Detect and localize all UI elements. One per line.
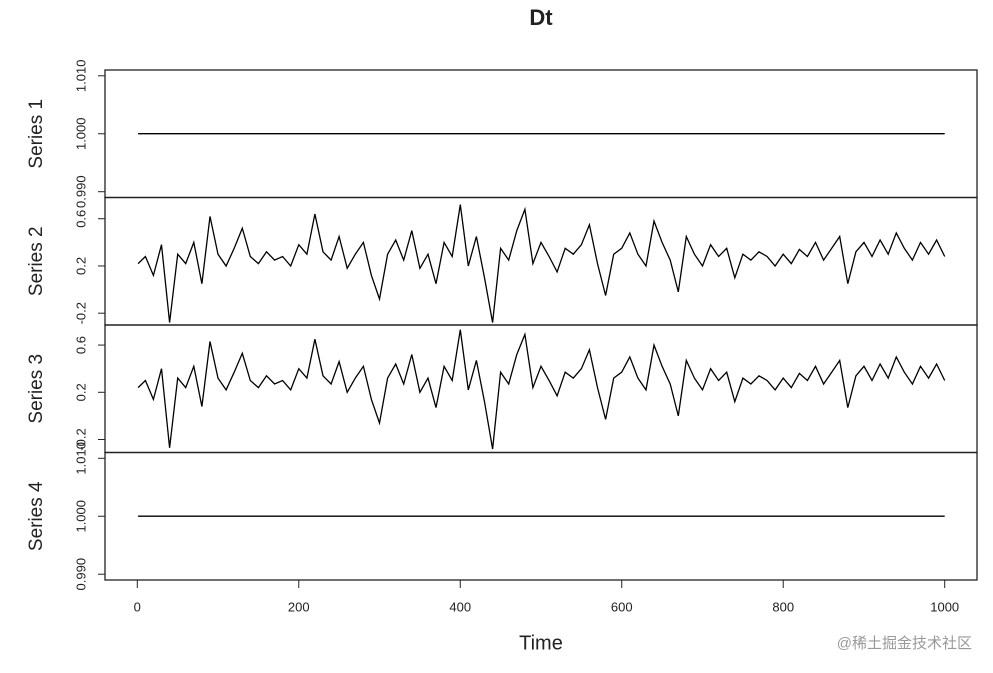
panel-frame	[104, 196, 978, 326]
y-axis-label: Series 4	[26, 481, 47, 551]
y-tick-label: 1.000	[73, 500, 88, 533]
y-axis-label: Series 2	[26, 226, 47, 296]
y-tick-label: -0.2	[73, 302, 88, 324]
y-tick-label: -0.2	[73, 428, 88, 450]
x-tick-label: 400	[449, 599, 471, 614]
y-tick-label: 0.990	[73, 558, 88, 591]
panel-frame	[104, 324, 978, 454]
y-tick-label: 0.6	[73, 210, 88, 228]
y-tick-label: 1.010	[73, 442, 88, 475]
x-axis-label: Time	[519, 632, 563, 654]
chart-title: Dt	[529, 5, 553, 30]
x-tick-label: 600	[611, 599, 633, 614]
y-axis-label: Series 1	[26, 99, 47, 169]
series-line	[137, 204, 946, 323]
y-tick-label: 1.000	[73, 117, 88, 150]
y-tick-label: 0.2	[73, 383, 88, 401]
x-tick-label: 200	[288, 599, 310, 614]
x-tick-label: 800	[772, 599, 794, 614]
x-tick-label: 0	[134, 599, 141, 614]
y-tick-label: 0.6	[73, 336, 88, 354]
series-line	[137, 329, 946, 450]
watermark: @稀土掘金技术社区	[837, 635, 972, 652]
y-tick-label: 1.010	[73, 60, 88, 93]
x-tick-label: 1000	[930, 599, 959, 614]
y-tick-label: 0.990	[73, 175, 88, 208]
y-axis-label: Series 3	[26, 354, 47, 424]
y-tick-label: 0.2	[73, 257, 88, 275]
